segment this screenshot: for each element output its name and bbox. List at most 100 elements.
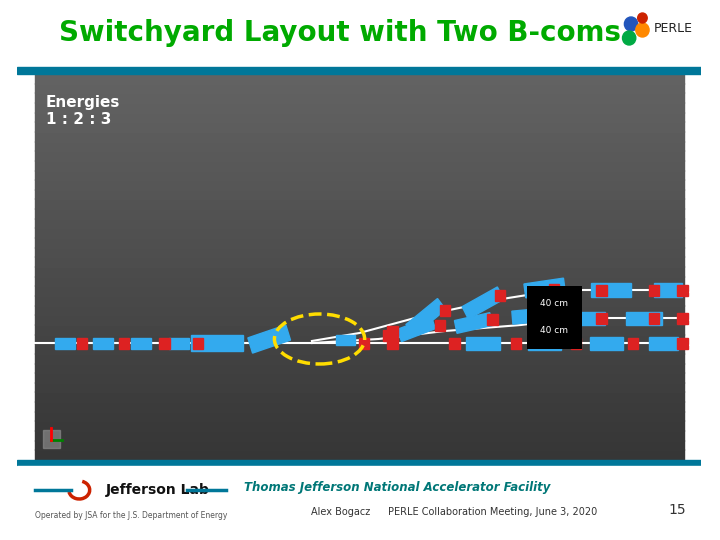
Bar (160, 338, 170, 348)
Polygon shape (626, 312, 662, 325)
Bar (43, 430, 60, 448)
Polygon shape (130, 338, 151, 348)
Bar (571, 338, 581, 348)
Polygon shape (590, 336, 623, 349)
Bar (35, 218, 684, 228)
Bar (77, 338, 87, 348)
Bar (17, 67, 701, 74)
Bar (649, 285, 659, 295)
Bar (35, 362, 684, 373)
Polygon shape (168, 338, 189, 348)
Polygon shape (454, 313, 492, 333)
Bar (677, 338, 688, 348)
Text: Jefferson Lab: Jefferson Lab (106, 483, 210, 497)
Bar (35, 102, 684, 113)
Text: 40 cm: 40 cm (540, 300, 568, 308)
Bar (677, 313, 688, 323)
Bar (383, 329, 393, 341)
Text: PERLE Collaboration Meeting, June 3, 2020: PERLE Collaboration Meeting, June 3, 202… (388, 507, 597, 517)
Bar (35, 92, 684, 103)
Polygon shape (397, 316, 436, 342)
Bar (35, 440, 684, 450)
Bar (649, 313, 659, 323)
Polygon shape (462, 287, 503, 319)
Text: 15: 15 (669, 503, 686, 517)
Bar (35, 199, 684, 209)
Bar (35, 275, 684, 286)
Bar (35, 449, 684, 460)
Bar (35, 324, 684, 335)
Bar (35, 305, 684, 315)
Bar (387, 326, 398, 336)
Text: Energies
1 : 2 : 3: Energies 1 : 2 : 3 (46, 95, 120, 127)
Polygon shape (528, 336, 561, 349)
Circle shape (638, 13, 647, 23)
Polygon shape (191, 335, 243, 351)
Bar (35, 112, 684, 122)
Bar (35, 334, 684, 344)
Polygon shape (406, 299, 446, 335)
Polygon shape (55, 338, 76, 348)
Polygon shape (512, 308, 549, 324)
Bar (35, 314, 684, 325)
Circle shape (623, 31, 636, 45)
Bar (35, 189, 684, 199)
Bar (35, 237, 684, 248)
Bar (628, 338, 638, 348)
Bar (35, 170, 684, 180)
Text: Alex Bogacz: Alex Bogacz (311, 507, 370, 517)
Bar (17, 460, 701, 466)
Bar (677, 285, 688, 295)
Bar (35, 179, 684, 190)
Polygon shape (248, 325, 290, 353)
Bar (17, 466, 701, 540)
Bar (359, 338, 369, 348)
Bar (35, 285, 684, 296)
Bar (35, 382, 684, 393)
Bar (440, 305, 450, 315)
Bar (35, 208, 684, 219)
Polygon shape (467, 336, 500, 349)
Text: Switchyard Layout with Two B-coms: Switchyard Layout with Two B-coms (60, 19, 621, 47)
Text: Arc 2: Arc 2 (689, 285, 718, 295)
Bar (193, 338, 203, 348)
Bar (35, 353, 684, 363)
Bar (35, 421, 684, 431)
Bar (596, 285, 607, 295)
Bar (435, 320, 446, 330)
Text: PERLE: PERLE (654, 22, 693, 35)
Polygon shape (591, 283, 631, 297)
Polygon shape (570, 312, 606, 325)
Bar (35, 140, 684, 151)
Bar (35, 83, 684, 93)
Polygon shape (93, 338, 114, 348)
Bar (549, 284, 559, 294)
Text: Thomas Jefferson National Accelerator Facility: Thomas Jefferson National Accelerator Fa… (244, 482, 551, 495)
Bar (596, 313, 607, 323)
Bar (35, 73, 684, 84)
Circle shape (636, 23, 649, 37)
Bar (17, 0, 701, 68)
Bar (35, 247, 684, 258)
Bar (119, 338, 129, 348)
Text: Arc 4: Arc 4 (689, 313, 718, 323)
Bar (35, 343, 684, 354)
Bar (487, 314, 498, 325)
Bar (35, 131, 684, 141)
Bar (35, 411, 684, 421)
Bar (35, 256, 684, 267)
Bar (35, 150, 684, 161)
Text: 40 cm: 40 cm (540, 326, 568, 335)
Bar (35, 295, 684, 306)
Bar (35, 266, 684, 276)
Bar (495, 289, 505, 300)
Bar (35, 430, 684, 441)
Text: Arc 6: Arc 6 (689, 338, 718, 348)
Bar (35, 401, 684, 411)
Bar (544, 312, 554, 322)
Bar (35, 122, 684, 132)
Polygon shape (524, 278, 565, 298)
Circle shape (624, 17, 638, 31)
Text: Operated by JSA for the J.S. Department of Energy: Operated by JSA for the J.S. Department … (35, 510, 227, 519)
Bar (449, 338, 459, 348)
